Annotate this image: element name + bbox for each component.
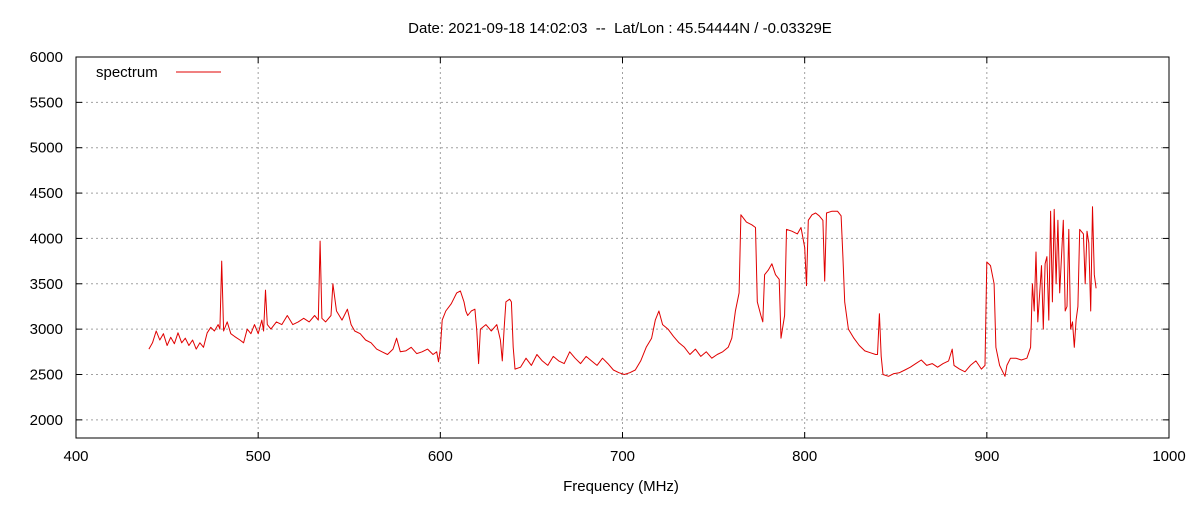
y-tick-label: 2500	[30, 367, 63, 384]
series-layer	[148, 206, 1097, 377]
x-tick-label: 800	[792, 448, 817, 465]
y-tick-label: 4000	[30, 230, 63, 247]
chart-title: Date: 2021-09-18 14:02:03 -- Lat/Lon : 4…	[408, 20, 832, 37]
x-tick-label: 1000	[1152, 448, 1185, 465]
legend: spectrum	[96, 64, 221, 81]
y-tick-label: 4500	[30, 185, 63, 202]
y-tick-label: 3000	[30, 321, 63, 338]
y-tick-label: 5500	[30, 94, 63, 111]
grid-lines	[76, 57, 1169, 438]
x-tick-label: 400	[63, 448, 88, 465]
y-tick-label: 2000	[30, 412, 63, 429]
x-axis-label: Frequency (MHz)	[563, 478, 679, 495]
x-tick-label: 600	[428, 448, 453, 465]
x-tick-label: 900	[974, 448, 999, 465]
legend-label-spectrum: spectrum	[96, 64, 158, 81]
axis-ticks: 400 500 600 700 800 900 1000 2000 2500 3000 3500 40…	[30, 49, 1186, 465]
series-line-spectrum	[148, 206, 1097, 377]
y-tick-label: 3500	[30, 276, 63, 293]
y-tick-label: 6000	[30, 49, 63, 66]
x-tick-label: 500	[246, 448, 271, 465]
y-tick-label: 5000	[30, 140, 63, 157]
x-tick-label: 700	[610, 448, 635, 465]
